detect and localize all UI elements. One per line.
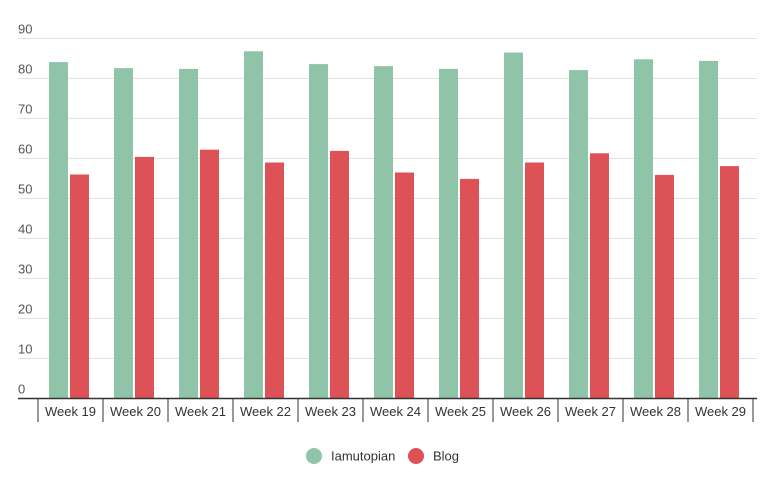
y-tick-label: 0 [18,382,25,397]
x-tick-label: Week 28 [630,404,681,419]
bar-blog [590,153,609,399]
bar-iamutopian [244,51,263,399]
bar-blog [200,149,219,399]
x-axis-labels: Week 19 Week 20 Week 21 Week 22 Week 23 Week … [45,404,746,419]
bar-iamutopian [504,52,523,399]
y-tick-label: 50 [18,182,32,197]
bar-blog [460,178,479,399]
y-axis-ticks: 0 10 20 30 40 50 60 70 80 90 [18,22,32,397]
y-tick-label: 90 [18,22,32,37]
x-tick-label: Week 26 [500,404,551,419]
x-tick-label: Week 27 [565,404,616,419]
bar-iamutopian [374,66,393,399]
x-tick-label: Week 25 [435,404,486,419]
bar-iamutopian [699,60,718,399]
x-axis [18,397,757,422]
y-tick-label: 30 [18,262,32,277]
legend: Iamutopian Blog [306,448,459,464]
x-tick-label: Week 21 [175,404,226,419]
bar-iamutopian [634,59,653,399]
y-tick-label: 10 [18,342,32,357]
bar-blog [265,162,284,399]
legend-label-iamutopian: Iamutopian [331,449,395,464]
y-tick-label: 40 [18,222,32,237]
bar-iamutopian [49,62,68,399]
bar-blog [720,166,739,399]
legend-marker-iamutopian [306,448,322,464]
bar-blog [330,150,349,399]
x-tick-label: Week 19 [45,404,96,419]
y-tick-label: 60 [18,142,32,157]
bar-blog [70,174,89,399]
bar-iamutopian [114,68,133,399]
bar-iamutopian [179,68,198,399]
x-tick-label: Week 22 [240,404,291,419]
bar-iamutopian [309,64,328,399]
legend-marker-blog [408,448,424,464]
y-tick-label: 70 [18,102,32,117]
legend-label-blog: Blog [433,449,459,464]
y-tick-label: 80 [18,62,32,77]
x-tick-label: Week 20 [110,404,161,419]
bar-blog [655,174,674,399]
bar-blog [395,172,414,399]
y-tick-label: 20 [18,302,32,317]
bar-iamutopian [569,70,588,399]
x-tick-label: Week 29 [695,404,746,419]
bars [49,51,739,399]
bar-blog [525,162,544,399]
x-tick-label: Week 24 [370,404,421,419]
bar-iamutopian [439,68,458,399]
x-tick-label: Week 23 [305,404,356,419]
bar-blog [135,156,154,399]
